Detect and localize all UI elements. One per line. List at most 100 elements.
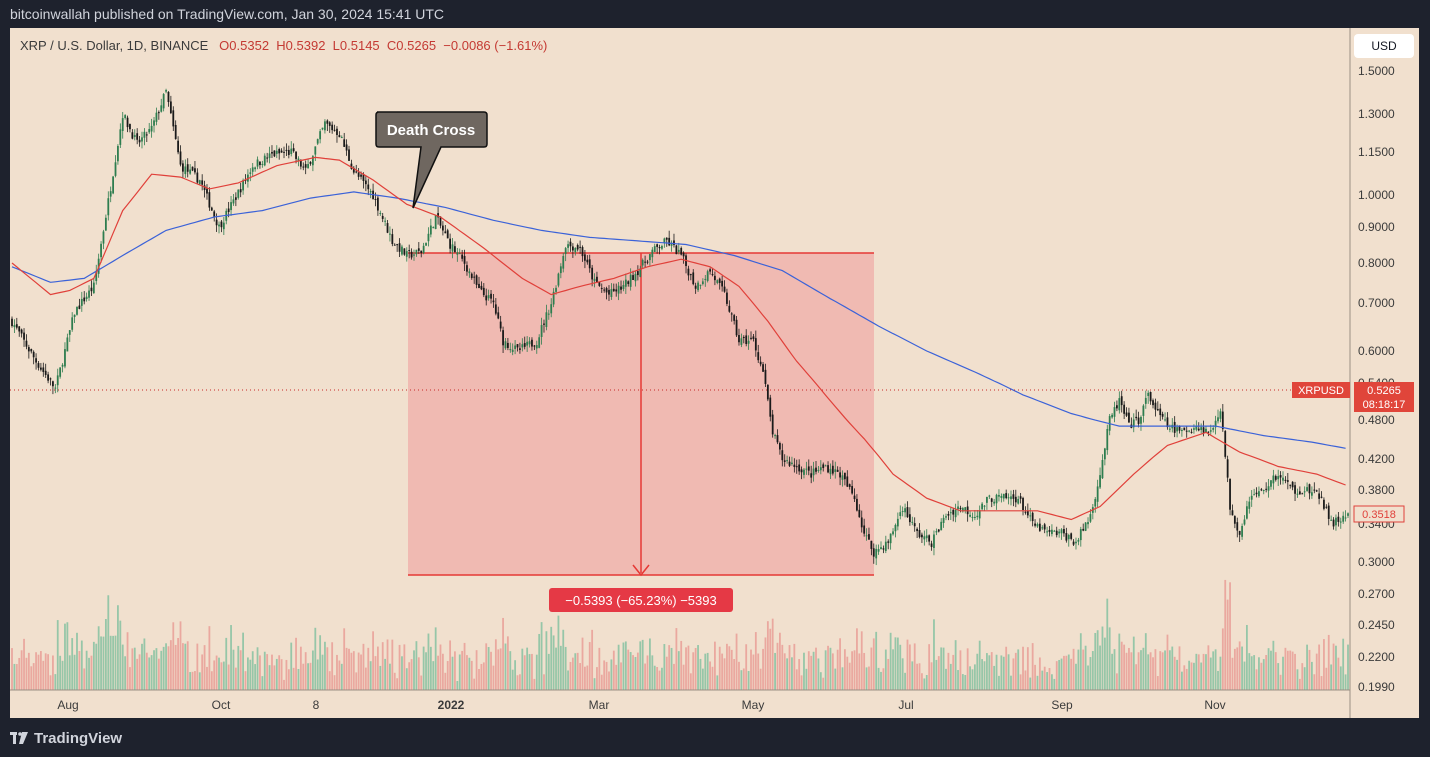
- candle-body: [815, 467, 817, 472]
- volume-bar: [1248, 653, 1251, 690]
- volume-bar: [242, 632, 244, 690]
- candle-body: [451, 244, 454, 252]
- candle-body: [434, 215, 437, 229]
- volume-bar: [605, 661, 608, 690]
- volume-bar: [993, 665, 996, 690]
- candle-body: [88, 290, 90, 298]
- volume-bar: [981, 659, 984, 690]
- currency-button[interactable]: USD: [1354, 34, 1414, 58]
- volume-bar: [458, 654, 461, 690]
- volume-bar: [273, 665, 276, 690]
- candle-body: [945, 516, 947, 518]
- volume-bar: [649, 638, 651, 690]
- candle-body: [819, 467, 822, 471]
- volume-bar: [1101, 626, 1104, 690]
- measure-tool[interactable]: [408, 252, 874, 577]
- volume-bar: [220, 662, 223, 690]
- volume-bar: [20, 650, 23, 690]
- candle-body: [569, 241, 572, 247]
- candle-body: [545, 312, 548, 327]
- candle-body: [475, 275, 478, 285]
- price-chart[interactable]: Death Cross −0.5393 (−65.23%) −5393 1.50…: [0, 0, 1430, 718]
- tradingview-logo[interactable]: TradingView: [10, 730, 122, 747]
- candle-body: [694, 285, 697, 289]
- volume-bar: [815, 647, 817, 690]
- volume-bar: [196, 643, 199, 690]
- candle-body: [531, 339, 533, 347]
- countdown-text: 08:18:17: [1363, 399, 1406, 411]
- volume-bar: [88, 657, 90, 690]
- volume-bar: [634, 656, 637, 690]
- volume-bar: [555, 647, 557, 690]
- candle-body: [747, 340, 750, 344]
- volume-bar: [829, 647, 832, 690]
- candle-body: [622, 285, 625, 289]
- volume-bar: [976, 653, 979, 690]
- volume-bar: [774, 652, 776, 690]
- candle-body: [1164, 419, 1166, 421]
- volume-bar: [1219, 656, 1222, 690]
- volume-bar: [309, 662, 312, 690]
- candle-body: [562, 256, 565, 269]
- candle-body: [1161, 413, 1164, 417]
- volume-bar: [364, 667, 367, 690]
- candle-body: [949, 512, 952, 514]
- volume-bar: [781, 644, 784, 690]
- volume-bar: [1024, 670, 1027, 690]
- candle-body: [523, 343, 526, 347]
- volume-bar: [148, 657, 151, 690]
- candle-body: [215, 219, 218, 226]
- candle-body: [1202, 427, 1205, 433]
- volume-bar: [1077, 649, 1080, 690]
- candle-body: [100, 243, 102, 258]
- candle-body: [405, 251, 408, 257]
- candle-body: [1258, 491, 1260, 497]
- volume-bar: [85, 650, 88, 690]
- volume-bar: [1200, 662, 1203, 690]
- candle-body: [259, 161, 261, 166]
- volume-bar: [109, 635, 112, 690]
- candle-body: [986, 496, 988, 503]
- candle-body: [391, 234, 394, 245]
- volume-bar: [32, 663, 35, 690]
- candle-body: [42, 367, 45, 372]
- candle-body: [1007, 497, 1010, 499]
- volume-bar: [901, 658, 904, 690]
- volume-bar: [1339, 666, 1342, 690]
- candle-body: [398, 243, 401, 252]
- volume-bar: [11, 648, 13, 690]
- candle-body: [437, 213, 439, 218]
- volume-bar: [292, 667, 295, 690]
- volume-bar: [930, 662, 933, 690]
- candle-body: [1197, 428, 1200, 431]
- volume-bar: [762, 648, 764, 690]
- volume-bar: [610, 659, 613, 690]
- legend-low: L0.5145: [332, 38, 380, 53]
- volume-bar: [1108, 627, 1111, 690]
- candle-body: [937, 529, 940, 532]
- candle-body: [1113, 407, 1116, 417]
- volume-bar: [1274, 652, 1277, 690]
- candle-body: [90, 287, 93, 292]
- candle-body: [208, 192, 211, 208]
- candle-body: [1132, 419, 1135, 428]
- volume-bar: [1323, 639, 1325, 690]
- candle-body: [1106, 428, 1109, 451]
- price-tick-label: 0.3800: [1358, 483, 1395, 497]
- candle-body: [328, 122, 331, 126]
- volume-bar: [42, 660, 45, 690]
- candle-body: [540, 325, 543, 337]
- volume-bar: [509, 651, 512, 690]
- volume-bar: [793, 643, 796, 690]
- candle-body: [314, 146, 317, 155]
- volume-bar: [949, 663, 952, 690]
- volume-bar: [535, 654, 538, 690]
- volume-bar: [1154, 649, 1157, 690]
- volume-bar: [95, 643, 98, 690]
- volume-bar: [598, 647, 601, 690]
- candle-body: [1301, 493, 1304, 495]
- volume-bar: [856, 628, 858, 690]
- volume-bar: [186, 641, 189, 690]
- candle-body: [673, 240, 675, 246]
- volume-bar: [124, 656, 127, 690]
